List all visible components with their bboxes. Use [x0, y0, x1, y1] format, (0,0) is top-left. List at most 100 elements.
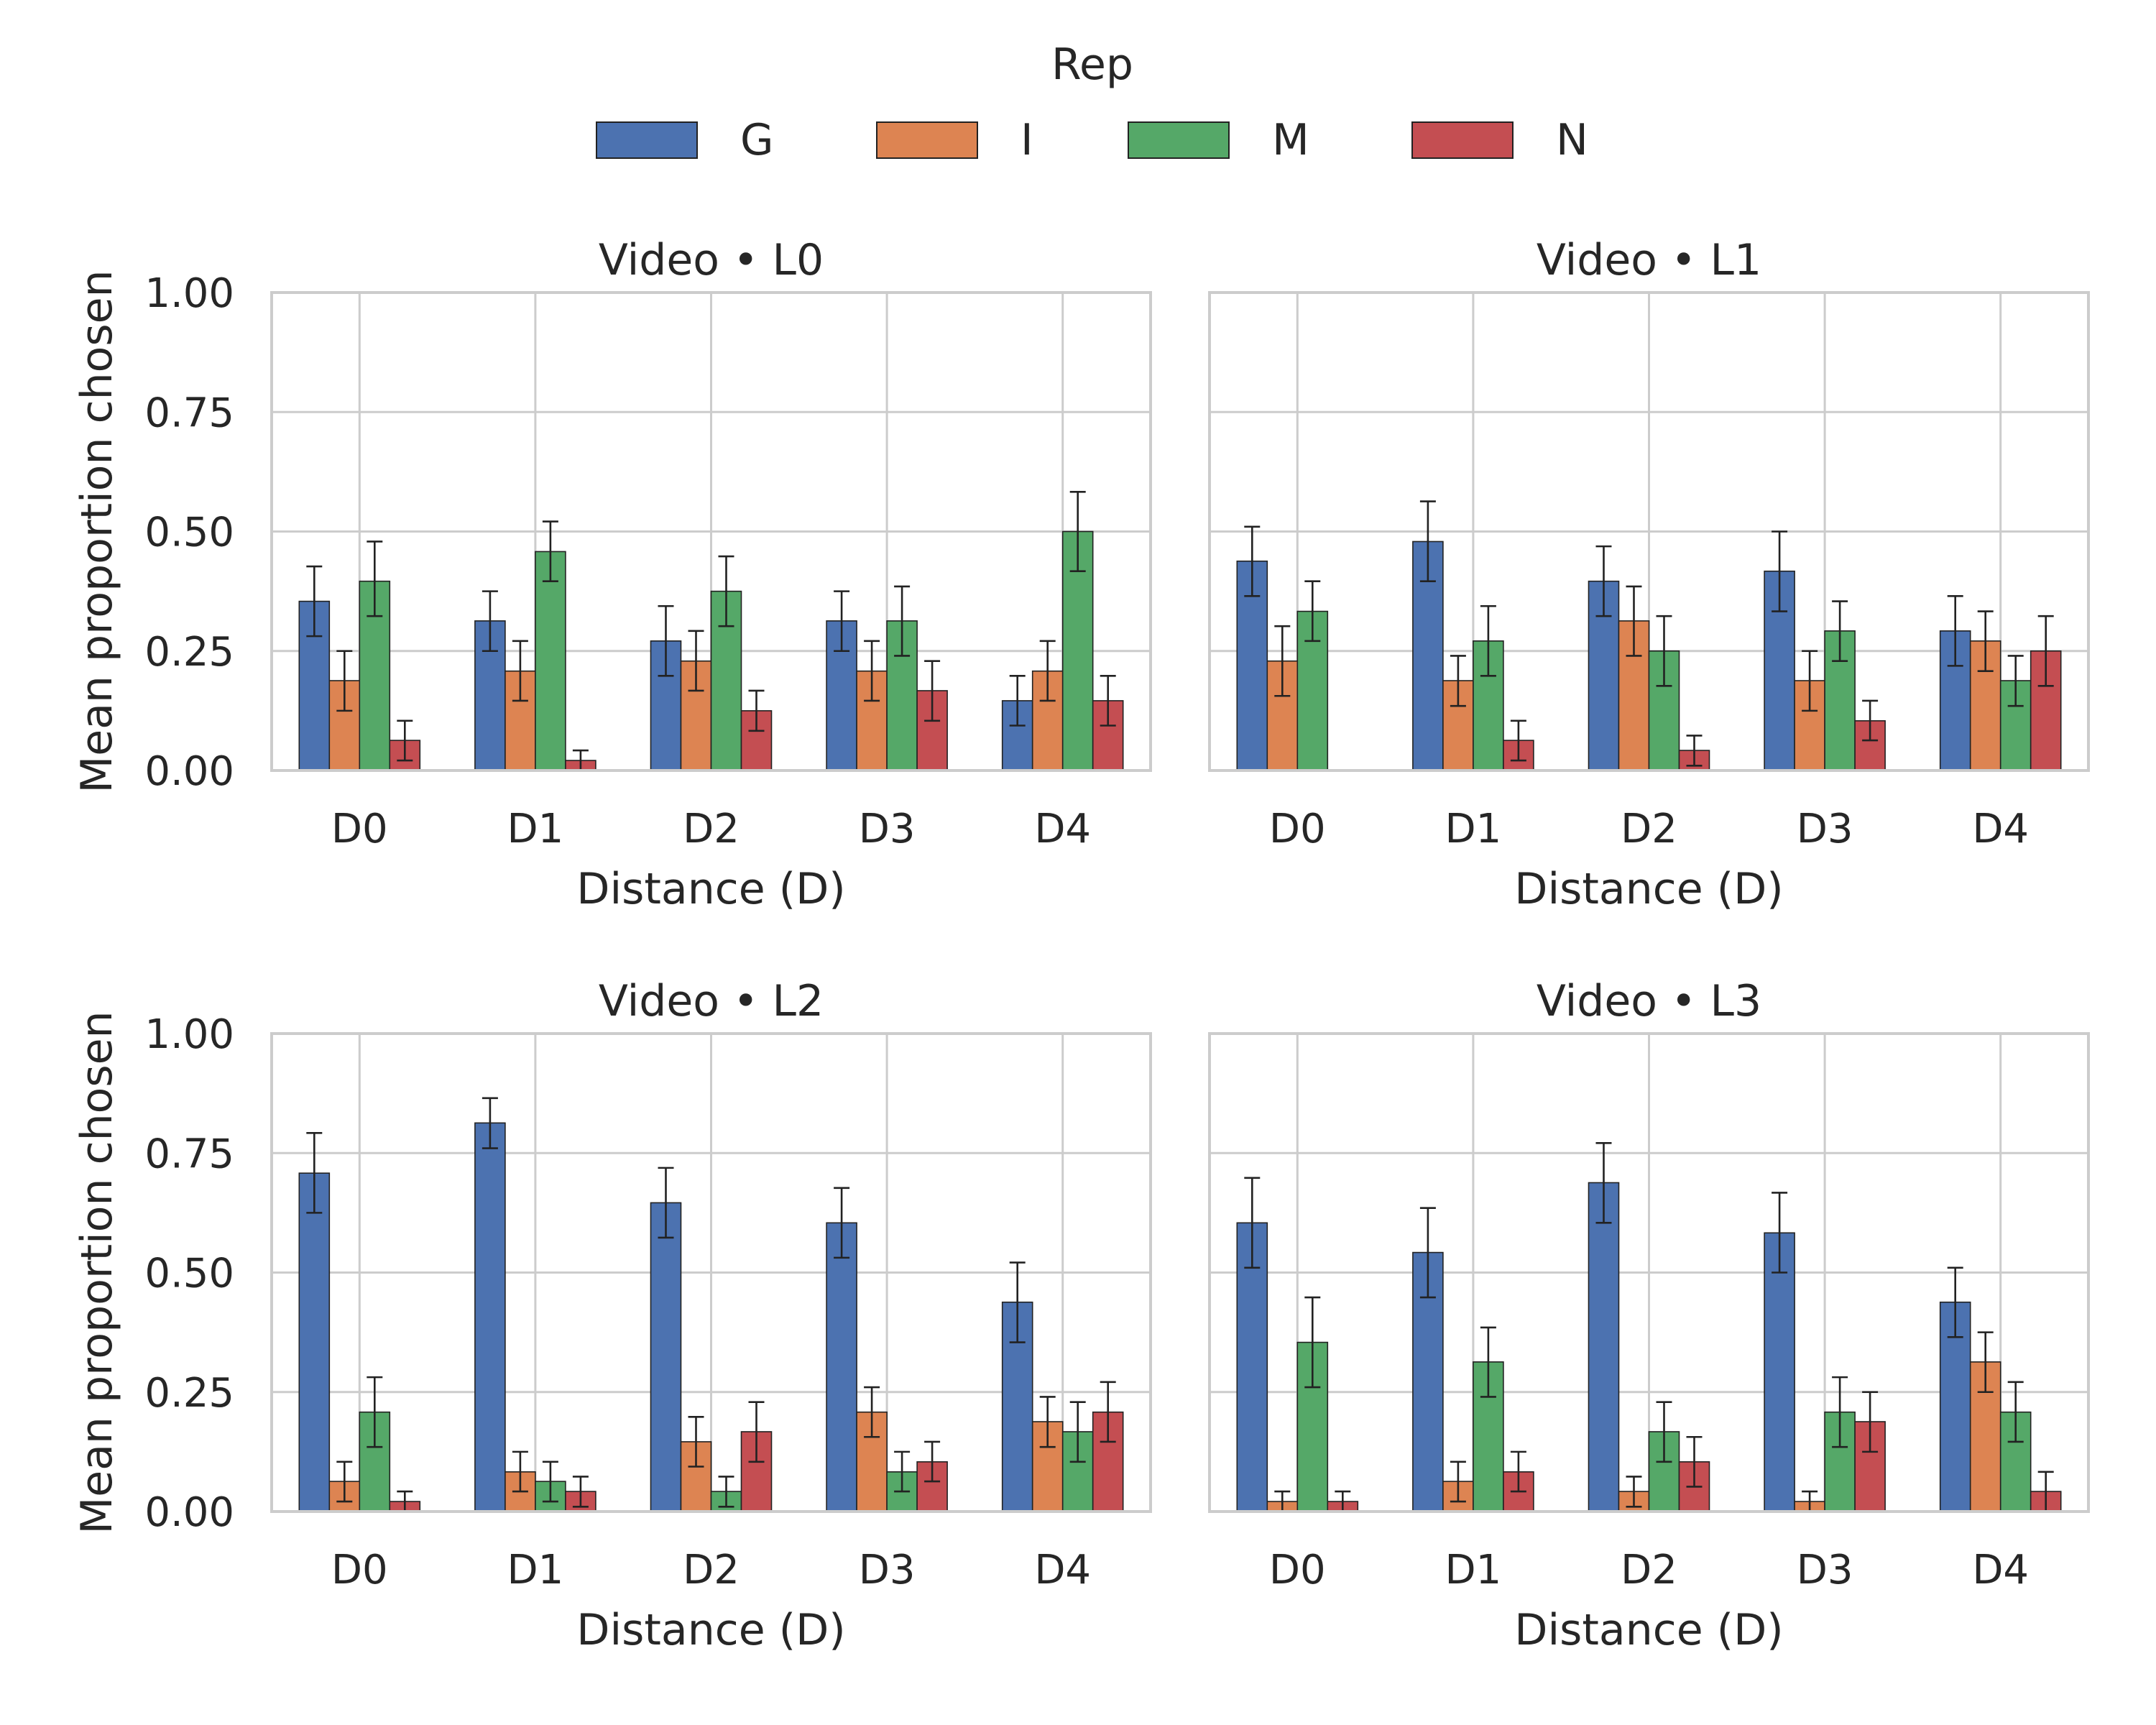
x-tick-label: D0: [1269, 806, 1326, 852]
errorbar-i-d0: [336, 650, 353, 712]
errorbar-g-d4: [1947, 594, 1963, 667]
bar-g-d0: [298, 1172, 331, 1512]
errorbar-m-d0: [1304, 580, 1321, 643]
panel-frame: [270, 1032, 1152, 1513]
errorbar-i-d4: [1039, 1396, 1056, 1448]
x-tick-label: D1: [1445, 806, 1502, 852]
panel-frame: [1208, 1032, 2090, 1513]
errorbar-m-d0: [1304, 1296, 1321, 1389]
errorbar-m-d2: [718, 1476, 734, 1508]
errorbar-m-d1: [1480, 1326, 1496, 1398]
x-tick-label: D2: [1621, 1547, 1677, 1593]
errorbar-g-d0: [1244, 525, 1261, 597]
y-axis-label: Mean proportion chosen: [72, 1011, 122, 1534]
errorbar-g-d0: [1244, 1177, 1261, 1269]
errorbar-g-d0: [306, 565, 323, 638]
panel-title: Video • L3: [1537, 976, 1761, 1026]
errorbar-i-d1: [512, 640, 528, 702]
y-tick-label: 0.75: [144, 390, 234, 436]
errorbar-g-d1: [482, 590, 498, 653]
errorbar-n-d3: [924, 660, 941, 722]
legend-label-m: M: [1272, 115, 1309, 165]
y-tick-label: 0.50: [144, 510, 234, 556]
errorbar-g-d2: [1595, 545, 1612, 617]
x-tick-label: D1: [507, 1547, 564, 1593]
errorbar-g-d3: [834, 1187, 850, 1259]
errorbar-n-d4: [1100, 675, 1116, 727]
bar-g-d3: [1764, 1232, 1795, 1512]
errorbar-i-d2: [688, 630, 704, 692]
legend-label-n: N: [1556, 115, 1588, 165]
x-tick-label: D3: [1797, 1547, 1853, 1593]
errorbar-n-d2: [748, 689, 765, 732]
x-tick-label: D4: [1034, 1547, 1091, 1593]
errorbar-i-d0: [1274, 625, 1291, 697]
bar-m-d1: [535, 551, 566, 771]
errorbar-n-d4: [1100, 1381, 1116, 1443]
errorbar-m-d3: [1832, 600, 1848, 663]
errorbar-m-d0: [367, 1376, 383, 1448]
x-tick-label: D3: [859, 1547, 916, 1593]
errorbar-g-d4: [1009, 675, 1026, 727]
errorbar-g-d3: [1772, 1192, 1788, 1274]
bar-g-d0: [1236, 1222, 1268, 1512]
errorbar-g-d2: [658, 1167, 674, 1239]
errorbar-g-d3: [834, 590, 850, 653]
legend-title: Rep: [1051, 40, 1133, 90]
errorbar-g-d1: [1419, 500, 1436, 582]
bar-g-d1: [474, 1122, 506, 1512]
y-axis-label: Mean proportion chosen: [72, 270, 122, 793]
errorbar-n-d2: [1686, 1435, 1703, 1488]
errorbar-n-d3: [1862, 1391, 1879, 1453]
errorbar-g-d2: [1595, 1141, 1612, 1224]
errorbar-m-d4: [1069, 491, 1086, 572]
errorbar-i-d1: [512, 1450, 528, 1493]
errorbar-i-d1: [1450, 1460, 1466, 1503]
x-tick-label: D3: [1797, 806, 1853, 852]
errorbar-n-d3: [1862, 699, 1879, 742]
errorbar-i-d2: [688, 1416, 704, 1468]
legend-swatch-g: [596, 121, 698, 159]
x-tick-label: D4: [1034, 806, 1091, 852]
y-tick-label: 0.25: [144, 629, 234, 676]
panel-title: Video • L2: [599, 976, 824, 1026]
errorbar-n-d1: [1510, 719, 1526, 762]
x-axis-label: Distance (D): [1514, 864, 1783, 914]
errorbar-i-d0: [336, 1460, 353, 1503]
errorbar-n-d1: [572, 1476, 589, 1508]
errorbar-n-d2: [748, 1401, 765, 1463]
errorbar-g-d4: [1009, 1261, 1026, 1343]
y-tick-label: 1.00: [144, 1011, 234, 1058]
panel-frame: [1208, 291, 2090, 772]
errorbar-m-d4: [2007, 655, 2024, 707]
panels: Video • L0 D0 D1 D2 D3 D4 Distance (D) 0.00 0.25…: [72, 235, 2090, 1655]
errorbar-g-d0: [306, 1132, 323, 1214]
x-axis-label: Distance (D): [576, 864, 845, 914]
errorbar-m-d0: [367, 540, 383, 617]
y-tick-label: 0.50: [144, 1251, 234, 1297]
legend-label-i: I: [1021, 115, 1033, 165]
errorbar-i-d4: [1039, 640, 1056, 702]
errorbar-n-d3: [924, 1440, 941, 1483]
bar-g-d2: [650, 1202, 682, 1512]
x-tick-label: D2: [1621, 806, 1677, 852]
errorbar-i-d1: [1450, 655, 1466, 707]
bar-g-d0: [1236, 560, 1268, 771]
x-axis-label: Distance (D): [1514, 1605, 1783, 1655]
x-tick-label: D0: [1269, 1547, 1326, 1593]
legend: Rep G I M N: [596, 40, 1588, 165]
panel-frame: [270, 291, 1152, 772]
errorbar-m-d2: [1656, 1401, 1672, 1463]
errorbar-m-d3: [894, 1450, 911, 1493]
errorbar-i-d3: [864, 640, 880, 702]
legend-swatch-m: [1128, 121, 1230, 159]
errorbar-m-d4: [1069, 1401, 1086, 1463]
errorbar-m-d1: [542, 1460, 558, 1503]
panel-title: Video • L0: [599, 235, 824, 285]
x-tick-label: D0: [331, 1547, 388, 1593]
x-tick-label: D3: [859, 806, 916, 852]
errorbar-m-d4: [2007, 1381, 2024, 1443]
x-tick-label: D0: [331, 806, 388, 852]
errorbar-m-d1: [542, 520, 558, 582]
